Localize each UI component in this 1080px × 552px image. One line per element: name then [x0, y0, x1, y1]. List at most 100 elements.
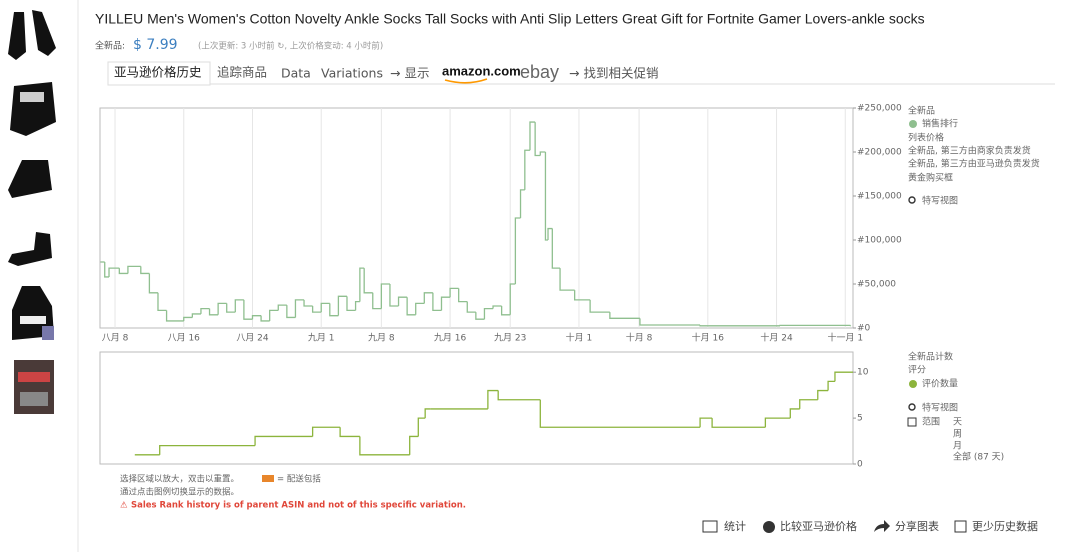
line-segment [200, 307, 210, 314]
legend-item[interactable]: 全新品 [908, 105, 935, 117]
legend-item[interactable]: 销售排行 [922, 118, 958, 130]
line-segment [799, 399, 818, 409]
legend-item[interactable]: 列表价格 [908, 132, 944, 144]
thumb[interactable] [8, 232, 52, 266]
thumb[interactable] [10, 82, 56, 136]
y-tick-label: #100,000 [857, 236, 902, 246]
tab[interactable]: 亚马逊价格历史 [114, 65, 202, 80]
warning-icon: ⚠ [120, 501, 128, 511]
legend-item[interactable]: 全新品计数 [908, 351, 953, 363]
thumb[interactable] [8, 10, 56, 60]
x-tick-label: 八月 8 [102, 333, 129, 344]
line-segment [311, 426, 341, 437]
button[interactable]: 更少历史数据 [972, 519, 1038, 533]
range-option[interactable]: 全部 (87 天) [953, 451, 1004, 463]
line-segment [492, 305, 502, 309]
x-tick-label: 十月 8 [626, 332, 653, 344]
line-segment [500, 306, 511, 316]
tab[interactable]: 追踪商品 [217, 65, 267, 80]
line-segment [574, 290, 591, 301]
line-segment [432, 292, 442, 312]
tab[interactable]: Variations [321, 66, 383, 81]
y-tick-label: #200,000 [857, 148, 902, 158]
line-segment [286, 305, 296, 319]
line-segment [409, 435, 419, 455]
x-tick-label: 十月 1 [566, 332, 593, 344]
x-tick-label: 十一月 1 [827, 332, 863, 344]
line-segment [260, 315, 270, 322]
truck-icon [262, 475, 274, 482]
line-segment [183, 316, 193, 321]
note: 选择区域以放大，双击以重置。 [120, 474, 239, 485]
legend-item[interactable]: 评分 [908, 365, 926, 376]
tab-active [107, 61, 211, 86]
line-segment [458, 288, 468, 303]
button[interactable]: 比较亚马逊价格 [780, 519, 857, 533]
plot-frame[interactable] [99, 107, 854, 329]
line-segment [337, 295, 347, 316]
amazon-logo[interactable]: amazon.com [442, 63, 521, 78]
line-segment [711, 418, 766, 428]
y-tick-label: #0 [857, 324, 871, 334]
line-segment [551, 228, 561, 269]
x-tick-label: 八月 24 [236, 333, 269, 344]
line-segment [108, 267, 120, 277]
y-tick-label: #50,000 [857, 280, 896, 290]
legend-item[interactable]: 黄金购买框 [908, 172, 953, 184]
amazon-smile [444, 78, 488, 84]
legend-item[interactable]: 全新品, 第三方由亚马逊负责发货 [908, 158, 1040, 170]
line-segment [764, 417, 791, 428]
button[interactable]: 统计 [724, 520, 746, 533]
tab[interactable]: → 找到相关促销 [569, 66, 658, 81]
legend-item[interactable]: 特写视图 [922, 195, 958, 207]
y-tick-label: #150,000 [857, 192, 902, 202]
line-segment [817, 389, 829, 400]
warning: Sales Rank history is of parent ASIN and… [131, 501, 466, 511]
calendar-icon [907, 417, 917, 427]
line-segment [827, 380, 835, 391]
ebay-logo[interactable]: ebay [520, 62, 559, 82]
button[interactable]: 分享图表 [895, 519, 939, 533]
plot-frame[interactable] [99, 351, 854, 465]
line-segment [529, 121, 536, 151]
legend-item[interactable]: 评价数量 [922, 378, 958, 390]
line-segment [609, 312, 640, 319]
price: $ 7.99 [133, 37, 178, 53]
line-segment [354, 300, 360, 311]
line-segment [159, 444, 256, 455]
line-segment [320, 302, 330, 313]
thumbnails [8, 10, 56, 414]
tab[interactable]: Data [281, 66, 311, 81]
line-segment [589, 299, 610, 313]
line-segment [559, 268, 575, 291]
range-option[interactable]: 周 [953, 429, 962, 440]
range-option[interactable]: 月 [953, 441, 962, 452]
thumb[interactable] [8, 160, 52, 198]
thumb[interactable] [14, 360, 54, 414]
line-segment [254, 435, 313, 446]
x-tick-label: 九月 16 [434, 333, 467, 344]
x-tick-label: 九月 8 [368, 333, 395, 344]
line-segment [226, 303, 236, 313]
legend-item[interactable]: 全新品, 第三方由商家负责发货 [908, 145, 1031, 157]
line-segment [514, 217, 521, 284]
legend-item[interactable]: 范围 [922, 416, 940, 428]
legend-item[interactable]: 特写视图 [922, 402, 958, 414]
range-option[interactable]: 天 [953, 418, 962, 428]
line-segment [148, 273, 158, 294]
note: = 配送包括 [277, 474, 321, 485]
line-segment [423, 292, 433, 304]
product-title: YILLEU Men's Women's Cotton Novelty Ankl… [95, 11, 925, 27]
line-segment [417, 417, 426, 437]
tab[interactable]: → 显示 [390, 66, 429, 81]
y-tick-label: #250,000 [857, 104, 902, 114]
line-segment [140, 266, 150, 275]
line-segment [269, 309, 279, 321]
line-segment [339, 427, 360, 438]
thumb[interactable] [12, 286, 54, 340]
line-segment [104, 262, 110, 278]
line-segment [497, 390, 541, 401]
line-segment [303, 299, 313, 307]
line-segment [547, 227, 553, 240]
